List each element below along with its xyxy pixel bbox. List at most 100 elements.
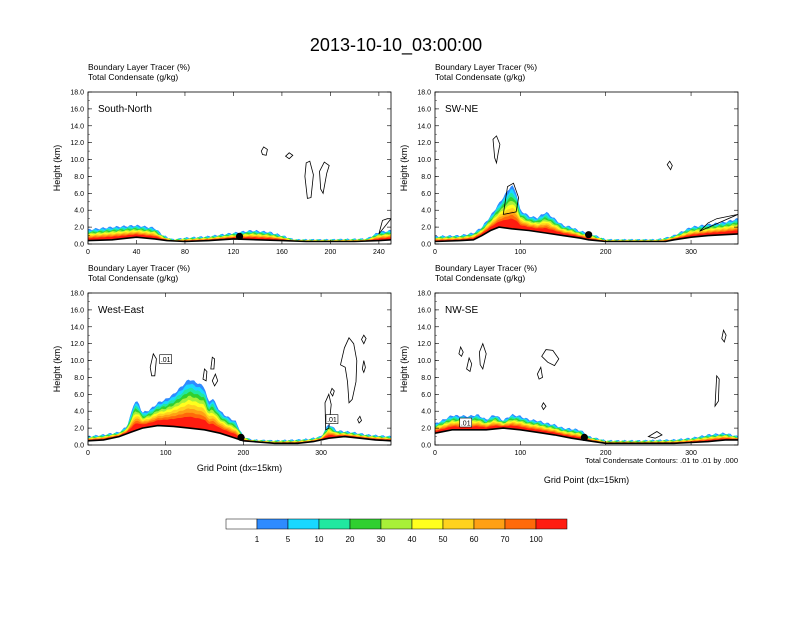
y-tick-label: 8.0 — [74, 375, 84, 382]
condensate-contour — [211, 373, 219, 387]
condensate-contour — [666, 160, 673, 171]
colorbar-label: 10 — [315, 535, 324, 544]
panel-sw-ne: Boundary Layer Tracer (%)Total Condensat… — [399, 62, 739, 256]
plot-area — [435, 135, 738, 243]
colorbar-label: 60 — [470, 535, 479, 544]
y-tick-label: 6.0 — [421, 191, 431, 198]
y-tick-label: 0.0 — [421, 242, 431, 249]
y-tick-label: 6.0 — [74, 191, 84, 198]
panel-title-line: Total Condensate (g/kg) — [435, 72, 525, 82]
condensate-contour — [260, 146, 268, 156]
contour-label: .01 — [327, 417, 337, 424]
y-tick-label: 14.0 — [70, 123, 84, 130]
panel-label: West-East — [98, 305, 144, 316]
y-tick-label: 4.0 — [74, 208, 84, 215]
condensate-contour — [284, 152, 294, 160]
tracer-band-10 — [435, 218, 738, 242]
y-tick-label: 12.0 — [417, 140, 431, 147]
y-tick-label: 16.0 — [417, 106, 431, 113]
x-tick-label: 200 — [600, 450, 612, 457]
colorbar-swatch — [411, 518, 444, 530]
y-tick-label: 16.0 — [417, 307, 431, 314]
y-axis-label: Height (km) — [52, 346, 62, 393]
panel-west-east: Boundary Layer Tracer (%)Total Condensat… — [52, 263, 392, 473]
x-tick-label: 100 — [515, 249, 527, 256]
panels: Boundary Layer Tracer (%)Total Condensat… — [52, 62, 739, 485]
contour-label: .01 — [161, 357, 171, 364]
condensate-contour — [324, 393, 332, 431]
y-tick-label: 14.0 — [70, 324, 84, 331]
colorbar-label: 1 — [255, 535, 260, 544]
contour-label-box — [159, 354, 172, 365]
y-tick-label: 0.0 — [74, 242, 84, 249]
condensate-contour — [319, 161, 330, 195]
condensate-contour — [647, 431, 663, 439]
colorbar-swatch — [442, 518, 475, 530]
y-tick-label: 4.0 — [421, 208, 431, 215]
x-tick-label: 80 — [181, 249, 189, 256]
condensate-contour — [458, 345, 464, 357]
panel-label: SW-NE — [445, 104, 478, 115]
x-tick-label: 160 — [276, 249, 288, 256]
y-tick-label: 6.0 — [74, 392, 84, 399]
x-axis-label: Grid Point (dx=15km) — [197, 463, 282, 473]
x-tick-label: 300 — [315, 450, 327, 457]
x-axis-label: Grid Point (dx=15km) — [544, 475, 629, 485]
colorbar-swatch — [256, 518, 289, 530]
plot-area: .01 — [435, 329, 738, 445]
panel-title-line: Total Condensate (g/kg) — [88, 72, 178, 82]
y-tick-label: 0.0 — [74, 443, 84, 450]
tracer-band-7 — [88, 404, 391, 444]
x-tick-label: 200 — [325, 249, 337, 256]
panel-label: NW-SE — [445, 305, 478, 316]
tracer-band-8 — [88, 408, 391, 444]
colorbar-swatch — [473, 518, 506, 530]
condensate-contour — [466, 356, 473, 373]
contour-footnote: Total Condensate Contours: .01 to .01 by… — [585, 456, 738, 465]
condensate-contour — [202, 368, 208, 382]
y-tick-label: 14.0 — [417, 123, 431, 130]
plot-frame — [434, 91, 739, 245]
condensate-contour — [492, 135, 501, 165]
y-tick-label: 18.0 — [70, 291, 84, 298]
y-tick-label: 2.0 — [421, 225, 431, 232]
y-tick-label: 10.0 — [70, 358, 84, 365]
panel-title-line: Total Condensate (g/kg) — [88, 273, 178, 283]
condensate-contour — [478, 342, 487, 371]
terrain-line — [435, 226, 738, 243]
y-tick-label: 0.0 — [421, 443, 431, 450]
panel-title-line: Boundary Layer Tracer (%) — [435, 62, 537, 72]
x-tick-label: 240 — [373, 249, 385, 256]
plot-area: .01 .01 — [88, 334, 391, 445]
contour-label-box — [325, 414, 339, 424]
x-tick-label: 100 — [160, 450, 172, 457]
colorbar-label: 5 — [286, 535, 291, 544]
y-tick-label: 2.0 — [421, 426, 431, 433]
condensate-contour — [541, 349, 560, 367]
colorbar-swatch — [225, 518, 258, 530]
x-tick-label: 40 — [133, 249, 141, 256]
panel-nw-se: Boundary Layer Tracer (%)Total Condensat… — [399, 263, 739, 485]
y-tick-label: 12.0 — [70, 140, 84, 147]
y-tick-label: 6.0 — [421, 392, 431, 399]
colorbar-swatch — [380, 518, 413, 530]
y-tick-label: 18.0 — [70, 90, 84, 97]
terrain-line — [88, 424, 391, 445]
panel-label: South-North — [98, 104, 152, 115]
contour-label: .01 — [461, 421, 471, 428]
location-marker — [585, 231, 593, 239]
y-tick-label: 14.0 — [417, 324, 431, 331]
y-axis-label: Height (km) — [399, 145, 409, 192]
colorbar-label: 20 — [346, 535, 355, 544]
colorbar: 1 5 10 20 30 40 50 60 70 100 — [225, 518, 568, 544]
condensate-contour — [361, 334, 367, 345]
y-tick-label: 10.0 — [417, 157, 431, 164]
colorbar-swatch — [287, 518, 320, 530]
x-tick-label: 200 — [238, 450, 250, 457]
condensate-contour — [536, 366, 543, 380]
x-tick-label: 100 — [515, 450, 527, 457]
colorbar-swatch — [349, 518, 382, 530]
condensate-contour — [340, 337, 358, 404]
colorbar-swatch — [535, 518, 568, 530]
